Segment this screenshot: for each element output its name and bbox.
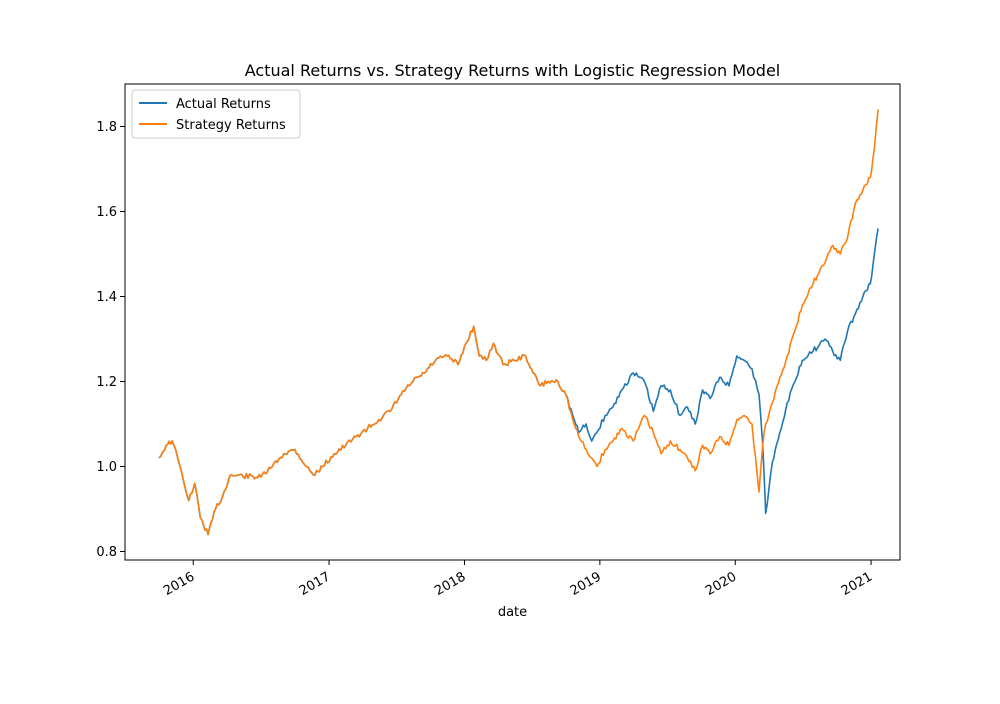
y-tick-label: 1.0 xyxy=(96,460,117,475)
legend-frame xyxy=(131,89,301,139)
chart-title: Actual Returns vs. Strategy Returns with… xyxy=(245,61,781,80)
y-tick-label: 0.8 xyxy=(96,545,117,560)
y-tick-label: 1.2 xyxy=(96,375,117,390)
legend-label-actual-returns: Actual Returns xyxy=(176,97,271,112)
y-tick-label: 1.6 xyxy=(96,205,117,220)
series-line-strategy-returns xyxy=(158,109,879,536)
plot-area-frame xyxy=(124,83,901,561)
y-tick-label: 1.4 xyxy=(96,290,117,305)
legend: Actual Returns Strategy Returns xyxy=(131,89,301,139)
series-layer xyxy=(158,109,879,536)
y-tick-label: 1.8 xyxy=(96,120,117,135)
x-axis-label: date xyxy=(498,605,527,620)
y-axis: 0.8 1.0 1.2 1.4 1.6 1.8 xyxy=(96,120,125,560)
legend-label-strategy-returns: Strategy Returns xyxy=(176,118,286,133)
